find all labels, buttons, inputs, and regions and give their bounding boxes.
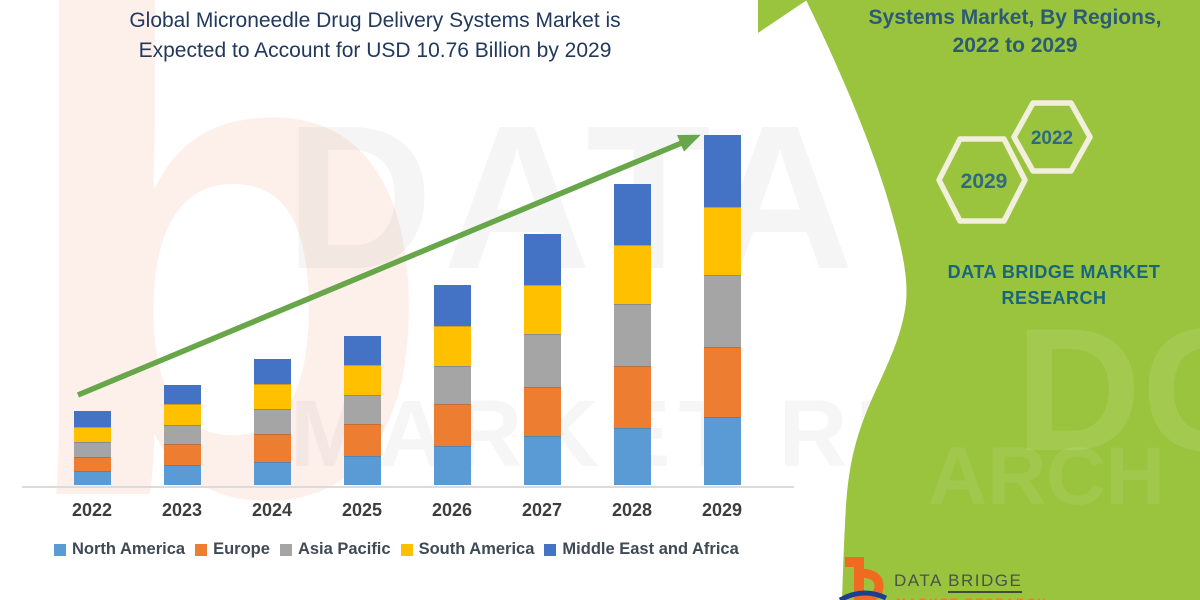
company-logo-word2: BRIDGE <box>948 571 1023 593</box>
bar-segment-europe <box>433 404 471 446</box>
legend-label: South America <box>418 540 535 558</box>
bar-segment-middle-east-and-africa <box>73 410 111 427</box>
legend-item-south-america: South America <box>400 540 535 559</box>
side-panel-brand-line2: RESEARCH <box>1001 288 1107 308</box>
bar-2027 <box>523 234 561 485</box>
bar-segment-asia-pacific <box>163 424 201 444</box>
bar-segment-asia-pacific <box>253 408 291 435</box>
x-tick-2026: 2026 <box>431 500 473 520</box>
x-axis-line <box>22 486 794 488</box>
bar-segment-north-america <box>163 465 201 485</box>
legend-swatch <box>54 543 66 556</box>
side-panel-brand-line1: DATA BRIDGE MARKET <box>947 262 1161 282</box>
legend-label: Asia Pacific <box>297 540 391 558</box>
bar-segment-south-america <box>163 404 201 425</box>
company-logo-text: DATA BRIDGE <box>894 571 1023 593</box>
bar-segment-north-america <box>73 470 111 485</box>
bar-segment-south-america <box>703 206 741 276</box>
company-logo-mark <box>838 557 888 600</box>
bar-segment-asia-pacific <box>523 334 561 388</box>
legend-label: North America <box>72 540 186 558</box>
bar-segment-north-america <box>613 428 651 485</box>
bar-segment-south-america <box>73 426 111 442</box>
bar-segment-south-america <box>613 245 651 305</box>
chart-legend: North America Europe Asia Pacific South Ame… <box>54 540 739 559</box>
x-tick-2029: 2029 <box>701 500 743 520</box>
legend-swatch <box>544 543 557 556</box>
legend-item-asia-pacific: Asia Pacific <box>279 540 391 559</box>
bar-2024 <box>253 359 291 485</box>
side-panel-brand: DATA BRIDGE MARKET RESEARCH <box>884 259 1200 311</box>
legend-item-europe: Europe <box>195 540 270 559</box>
chart-title: Global Microneedle Drug Delivery Systems… <box>60 6 690 66</box>
bar-segment-middle-east-and-africa <box>343 335 381 366</box>
bar-segment-middle-east-and-africa <box>523 234 561 285</box>
bar-segment-north-america <box>703 416 741 485</box>
bar-2025 <box>343 335 381 486</box>
bar-segment-europe <box>253 434 291 462</box>
bar-2028 <box>613 183 651 485</box>
bar-segment-asia-pacific <box>433 366 471 405</box>
legend-swatch <box>279 543 292 556</box>
bar-segment-middle-east-and-africa <box>253 359 291 384</box>
legend-item-north-america: North America <box>54 540 185 559</box>
x-tick-2027: 2027 <box>521 500 563 520</box>
legend-item-middle-east-and-africa: Middle East and Africa <box>544 540 739 559</box>
bar-segment-europe <box>613 366 651 429</box>
bar-segment-north-america <box>253 461 291 485</box>
company-logo-word1: DATA <box>894 571 942 590</box>
bar-segment-middle-east-and-africa <box>433 284 471 326</box>
chart-title-line1: Global Microneedle Drug Delivery Systems… <box>129 9 621 32</box>
bar-segment-south-america <box>523 284 561 335</box>
legend-swatch <box>195 543 208 556</box>
bar-2026 <box>433 284 471 485</box>
bar-segment-europe <box>163 443 201 466</box>
legend-swatch <box>400 543 413 556</box>
bar-segment-south-america <box>433 325 471 367</box>
bar-segment-asia-pacific <box>343 395 381 424</box>
bar-segment-north-america <box>523 435 561 485</box>
bar-2023 <box>163 384 201 485</box>
company-logo-subtext: MARKET RESEARCH <box>896 596 1048 600</box>
side-panel-heading-line1: Systems Market, By Regions, <box>868 6 1162 29</box>
bar-2022 <box>73 410 111 485</box>
bar-segment-south-america <box>253 383 291 409</box>
company-logo: DATA BRIDGE MARKET RESEARCH <box>838 545 1158 600</box>
bar-segment-asia-pacific <box>703 275 741 347</box>
bar-segment-europe <box>523 387 561 436</box>
bar-segment-asia-pacific <box>613 304 651 367</box>
bar-2029 <box>703 135 741 485</box>
legend-label: Europe <box>213 540 270 558</box>
bar-segment-middle-east-and-africa <box>703 135 741 207</box>
bar-segment-europe <box>703 346 741 417</box>
bar-segment-middle-east-and-africa <box>613 183 651 246</box>
bar-segment-south-america <box>343 365 381 396</box>
bar-segment-europe <box>343 423 381 457</box>
x-tick-2023: 2023 <box>161 500 203 520</box>
chart-title-line2: Expected to Account for USD 10.76 Billio… <box>138 39 612 62</box>
x-tick-2022: 2022 <box>71 500 113 520</box>
bar-segment-north-america <box>343 456 381 485</box>
x-tick-2024: 2024 <box>251 500 293 520</box>
bar-segment-middle-east-and-africa <box>163 384 201 405</box>
bar-segment-north-america <box>433 445 471 485</box>
x-tick-2028: 2028 <box>611 500 653 520</box>
side-panel-heading: Systems Market, By Regions, 2022 to 2029 <box>845 4 1185 60</box>
bar-segment-asia-pacific <box>73 441 111 457</box>
x-tick-2025: 2025 <box>341 500 383 520</box>
legend-label: Middle East and Africa <box>562 540 739 558</box>
bar-segment-europe <box>73 456 111 471</box>
side-panel-heading-line2: 2022 to 2029 <box>952 34 1078 57</box>
